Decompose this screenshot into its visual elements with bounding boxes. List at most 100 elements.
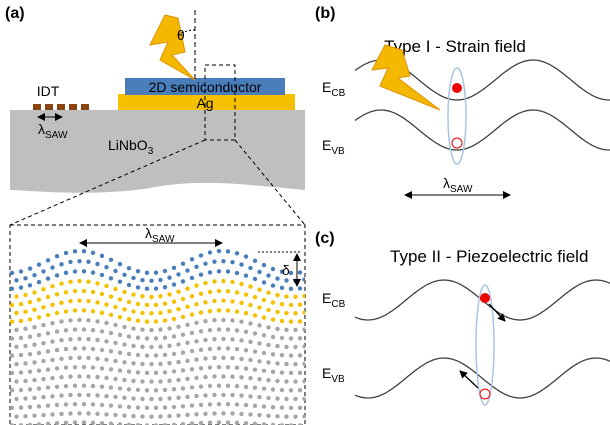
atom xyxy=(162,370,168,375)
atom xyxy=(176,307,181,312)
atom xyxy=(270,422,276,425)
atom xyxy=(99,402,105,408)
vb-label: EVB xyxy=(322,137,345,157)
atom xyxy=(104,394,109,399)
atom xyxy=(86,298,91,304)
atom xyxy=(18,370,24,375)
atom xyxy=(243,254,249,259)
atom xyxy=(230,318,235,323)
atom xyxy=(302,293,305,299)
atom xyxy=(77,374,82,379)
atom xyxy=(144,319,150,324)
atom xyxy=(230,355,235,361)
atom xyxy=(72,383,78,388)
atom xyxy=(36,386,42,391)
atom xyxy=(90,289,96,295)
atom xyxy=(270,334,276,340)
atom xyxy=(72,365,78,370)
atom xyxy=(126,351,132,357)
atom xyxy=(270,369,276,374)
atom xyxy=(297,388,303,393)
atom xyxy=(95,319,100,324)
atom xyxy=(198,310,204,315)
atom xyxy=(104,357,109,362)
atom xyxy=(95,337,100,343)
atom xyxy=(194,283,199,288)
atom xyxy=(225,269,231,274)
atom xyxy=(126,422,132,425)
lambda-main: λ xyxy=(145,225,152,241)
atom xyxy=(86,318,91,323)
atom xyxy=(135,370,141,375)
atom xyxy=(162,285,168,290)
atom xyxy=(221,411,226,416)
atom xyxy=(243,348,249,353)
atom xyxy=(243,384,249,390)
atom xyxy=(113,412,118,418)
atom xyxy=(279,269,285,274)
atom xyxy=(293,362,298,367)
atom xyxy=(41,412,46,418)
atom xyxy=(171,351,177,357)
atom xyxy=(81,269,87,274)
atom xyxy=(207,327,213,333)
atom xyxy=(162,335,168,340)
atom xyxy=(234,290,240,295)
atom xyxy=(81,308,87,313)
atom xyxy=(153,336,159,341)
atom xyxy=(72,308,78,313)
atom xyxy=(275,396,280,401)
atom xyxy=(90,402,96,407)
atom xyxy=(302,396,305,401)
atom xyxy=(144,286,150,291)
atom xyxy=(32,395,37,401)
atom xyxy=(239,262,244,267)
atom xyxy=(99,272,105,278)
atom xyxy=(54,347,60,353)
atom xyxy=(171,282,177,287)
atom xyxy=(239,393,244,398)
atom xyxy=(257,377,262,382)
atom xyxy=(36,262,42,267)
atom xyxy=(144,405,150,410)
atom xyxy=(144,302,150,308)
atom xyxy=(10,270,15,276)
atom xyxy=(144,336,150,341)
atom xyxy=(63,250,69,256)
atom xyxy=(77,298,82,303)
atom xyxy=(23,414,28,419)
atom xyxy=(212,318,217,323)
atom xyxy=(257,359,262,364)
atom xyxy=(95,393,100,398)
atom xyxy=(302,379,305,384)
atom xyxy=(261,333,267,338)
atom xyxy=(180,422,186,425)
atom xyxy=(86,374,91,379)
atom xyxy=(153,353,159,358)
atom xyxy=(45,421,51,425)
atom xyxy=(248,302,253,308)
atom xyxy=(207,402,213,407)
atom xyxy=(257,341,262,346)
atom xyxy=(158,327,163,332)
atom xyxy=(81,346,87,351)
atom xyxy=(27,283,33,288)
atom xyxy=(126,299,132,305)
atom xyxy=(284,414,289,419)
atom xyxy=(266,342,271,348)
atom xyxy=(27,387,33,392)
panel-title: Type I - Strain field xyxy=(384,37,526,56)
atom xyxy=(126,334,132,339)
atom xyxy=(32,360,37,365)
atom xyxy=(45,276,51,281)
atom xyxy=(117,297,123,302)
atom xyxy=(95,300,100,305)
atom xyxy=(99,384,105,389)
atom xyxy=(203,280,208,286)
atom xyxy=(68,355,73,361)
substrate-sub: 3 xyxy=(148,146,154,157)
atom xyxy=(302,310,305,315)
panel-label: (b) xyxy=(315,5,335,22)
atom xyxy=(122,360,127,365)
atom xyxy=(203,374,208,380)
